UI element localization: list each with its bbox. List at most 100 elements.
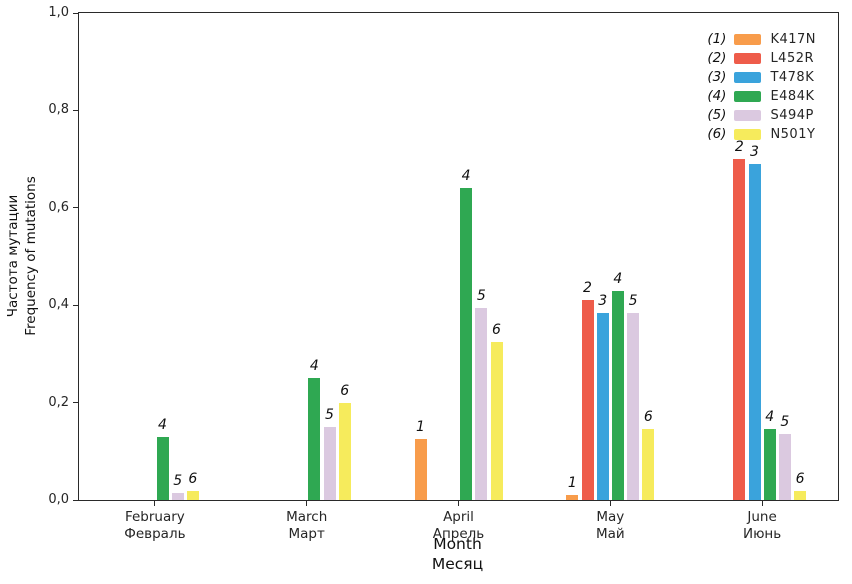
x-tick-mark <box>458 500 459 506</box>
bar-t478k-june <box>748 163 761 500</box>
bar-n501y-april <box>490 341 503 500</box>
month-label-en: February <box>124 509 185 525</box>
bar-e484k-april <box>460 188 473 500</box>
y-tick-label: 1,0 <box>48 5 69 20</box>
bar-number-label: 6 <box>188 471 198 488</box>
y-tick-label: 0,6 <box>48 199 69 215</box>
legend-row-k417n: (1) K417N <box>690 31 816 47</box>
bar-number-label: 2 <box>583 280 592 297</box>
legend-swatch-k417n <box>734 33 762 45</box>
bar-number-label: 6 <box>795 471 805 488</box>
bar-s494p-april <box>475 307 488 500</box>
bar-s494p-february <box>171 492 184 500</box>
legend-label: T478K <box>770 69 815 85</box>
legend-number: (3) <box>707 69 727 85</box>
bar-k417n-may <box>566 495 579 500</box>
legend-label: L452R <box>770 50 815 66</box>
legend-row-l452r: (2) L452R <box>690 50 816 66</box>
legend-swatch-s494p <box>734 109 762 121</box>
legend-swatch-e484k <box>734 90 762 102</box>
bar-number-label: 1 <box>416 419 425 436</box>
plot-area: (1) K417N (2) L452R (3) T478K (4) E484K (5) S494P… <box>48 5 839 542</box>
bar-number-label: 5 <box>325 406 334 423</box>
y-tick-mark <box>73 499 79 501</box>
bar-number-label: 4 <box>158 416 167 433</box>
bar-k417n-april <box>414 439 427 500</box>
x-tick-mark <box>609 500 611 506</box>
x-axis-title-line-en: Month <box>433 535 482 553</box>
bar-s494p-may <box>627 312 640 500</box>
x-tick-mark <box>761 500 763 506</box>
bar-e484k-may <box>611 290 624 500</box>
month-label-ru: Апрель <box>432 526 485 542</box>
x-tick-label: June Июнь <box>702 509 822 543</box>
month-label-ru: Июнь <box>742 526 782 542</box>
legend-swatch-t478k <box>734 71 762 83</box>
month-label-ru: Март <box>288 526 325 542</box>
y-axis-title-line-ru: Частота мутации <box>5 194 21 318</box>
bar-number-label: 1 <box>567 475 577 492</box>
bar-number-label: 4 <box>765 409 775 426</box>
bar-number-label: 5 <box>628 292 638 309</box>
legend-label: S494P <box>770 107 814 123</box>
bar-s494p-june <box>778 434 791 500</box>
x-tick-mark <box>154 500 156 506</box>
bar-n501y-may <box>642 429 655 500</box>
bar-number-label: 6 <box>492 321 501 338</box>
x-tick-label: February Февраль <box>95 509 215 543</box>
bar-l452r-june <box>733 159 746 500</box>
bar-number-label: 4 <box>613 270 623 287</box>
bar-t478k-may <box>596 312 609 500</box>
bar-s494p-march <box>323 426 336 500</box>
y-tick-mark <box>73 207 79 209</box>
y-tick-mark <box>73 12 79 14</box>
bar-e484k-march <box>308 378 321 500</box>
legend-label: N501Y <box>770 126 816 142</box>
y-tick-label: 0,2 <box>48 394 69 410</box>
month-label-en: May <box>596 509 625 525</box>
y-tick-mark <box>73 304 79 306</box>
x-tick-mark <box>306 500 308 506</box>
bar-number-label: 5 <box>173 472 183 489</box>
legend-label: E484K <box>770 88 815 104</box>
bar-e484k-february <box>156 436 169 500</box>
legend-row-e484k: (4) E484K <box>690 88 816 104</box>
legend-number: (6) <box>707 126 727 142</box>
bar-l452r-may <box>581 300 594 500</box>
bar-number-label: 5 <box>780 414 790 431</box>
y-tick-mark <box>73 402 79 404</box>
x-tick-label: May Май <box>550 509 670 543</box>
month-label-en: June <box>747 509 777 525</box>
legend-row-t478k: (3) T478K <box>690 69 816 85</box>
x-tick-label: March Март <box>247 509 367 543</box>
bar-e484k-june <box>763 429 776 500</box>
month-label-ru: Февраль <box>124 526 186 542</box>
month-label-ru: Май <box>595 526 625 542</box>
legend-number: (2) <box>707 50 727 66</box>
legend-number: (4) <box>707 88 727 104</box>
bar-number-label: 3 <box>750 143 759 160</box>
y-axis-title-line-en: Frequency of mutations <box>23 176 39 336</box>
legend-swatch-l452r <box>734 52 762 64</box>
legend: (1) K417N (2) L452R (3) T478K (4) E484K (5) S494P… <box>690 31 816 142</box>
y-axis-title: Частота мутации Frequency of mutations <box>4 111 42 401</box>
legend-row-s494p: (5) S494P <box>690 107 816 123</box>
x-axis-title: Month Месяц <box>78 534 837 574</box>
bar-n501y-june <box>794 491 807 500</box>
legend-row-n501y: (6) N501Y <box>690 126 816 142</box>
y-tick-label: 0,4 <box>48 297 69 313</box>
bar-number-label: 3 <box>598 292 608 309</box>
legend-label: K417N <box>770 31 816 47</box>
bar-number-label: 6 <box>643 409 653 426</box>
legend-swatch-n501y <box>734 128 762 140</box>
bar-number-label: 4 <box>461 168 471 185</box>
bar-number-label: 6 <box>340 382 350 399</box>
month-label-en: April <box>443 509 474 525</box>
legend-number: (5) <box>707 107 727 123</box>
legend-number: (1) <box>707 31 727 47</box>
bar-number-label: 4 <box>309 358 319 375</box>
bar-n501y-march <box>338 402 351 500</box>
x-axis-title-line-ru: Месяц <box>431 555 484 573</box>
y-tick-label: 0,8 <box>48 102 69 118</box>
x-tick-label: April Апрель <box>399 509 519 543</box>
